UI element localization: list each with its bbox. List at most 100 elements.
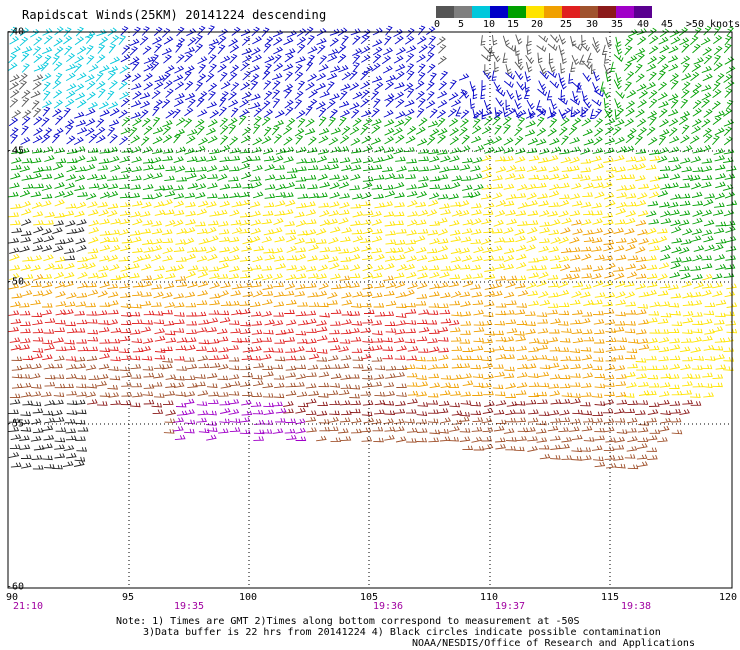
wind-barb [471,173,483,180]
wind-barb [151,254,162,262]
wind-barb [30,90,41,99]
wind-barb [273,62,284,72]
wind-barb [175,146,187,154]
wind-barb [462,280,474,288]
wind-barb [151,156,162,164]
wind-barb [173,200,185,208]
wind-barb [282,209,294,216]
wind-barb [373,303,385,308]
wind-barb [528,300,539,307]
wind-barb [229,136,239,146]
wind-barb [330,127,342,135]
wind-barb [624,291,636,299]
wind-barb [701,364,713,370]
wind-barb [491,282,503,289]
wind-barb [10,434,22,441]
wind-barb [130,364,142,370]
wind-barb [176,281,188,288]
legend-label: 45 [660,19,674,30]
wind-barb [228,273,240,280]
wind-barb [548,292,559,298]
wind-barb [240,308,251,315]
wind-barb [438,347,449,353]
wind-barb [482,408,494,414]
wind-barb [558,321,569,326]
wind-barb [405,308,417,314]
wind-barb [285,319,297,326]
wind-barb [670,417,682,423]
wind-barb [251,345,262,352]
wind-barb [593,348,605,353]
wind-barb [382,337,393,343]
wind-barb [18,302,30,308]
wind-barb [33,166,44,173]
wind-barb [250,219,262,226]
wind-barb [99,392,111,397]
wind-barb [32,353,43,360]
wind-barb [576,82,582,93]
wind-barb [328,210,340,217]
wind-barb [206,427,218,433]
wind-barb [273,217,284,226]
wind-barb [649,155,661,162]
wind-barb [297,80,306,91]
wind-barb [550,318,562,325]
wind-barb [449,219,460,227]
wind-barb [506,165,517,173]
wind-barb [536,391,548,397]
wind-barb [603,219,614,226]
wind-barb [65,63,76,72]
wind-barb [625,201,637,207]
wind-barb [406,355,418,361]
wind-barb [229,418,241,424]
wind-barb [208,355,220,361]
wind-barb [516,320,528,325]
wind-barb [154,164,165,170]
wind-barb [318,127,330,136]
wind-barb [470,165,481,172]
wind-barb [206,347,218,353]
wind-barb [615,463,626,469]
wind-barb [53,417,65,423]
wind-barb [229,44,240,53]
wind-barb [649,429,661,434]
wind-barb [592,82,600,93]
wind-barb [481,172,493,180]
wind-barb [624,228,635,235]
wind-barb [339,90,348,101]
wind-barb [151,245,163,252]
wind-barb [295,56,306,64]
wind-barb [295,436,307,441]
wind-barb [571,328,583,335]
wind-barb [682,311,694,317]
wind-barb [503,200,515,207]
wind-barb [351,320,363,326]
wind-barb [582,99,592,109]
wind-barb [154,75,165,83]
wind-barb [40,61,49,72]
wind-barb [328,237,339,245]
wind-barb [174,375,185,381]
wind-barb [110,164,121,172]
wind-barb [646,210,657,218]
wind-barb [42,106,51,117]
wind-barb [396,392,407,397]
wind-barb [669,73,679,82]
wind-barb [714,202,725,208]
wind-barb [613,326,625,332]
wind-barb [615,90,625,99]
wind-barb [163,80,173,90]
wind-barb [460,391,472,397]
wind-barb [537,88,548,97]
wind-barb [63,237,74,245]
wind-barb [602,280,614,288]
wind-barb [141,281,153,288]
wind-barb [406,255,417,263]
wind-barb [682,399,693,405]
wind-barb [417,402,429,407]
wind-barb [338,346,350,353]
wind-barb [274,164,285,171]
wind-barb [602,181,613,189]
wind-barb [505,445,516,451]
